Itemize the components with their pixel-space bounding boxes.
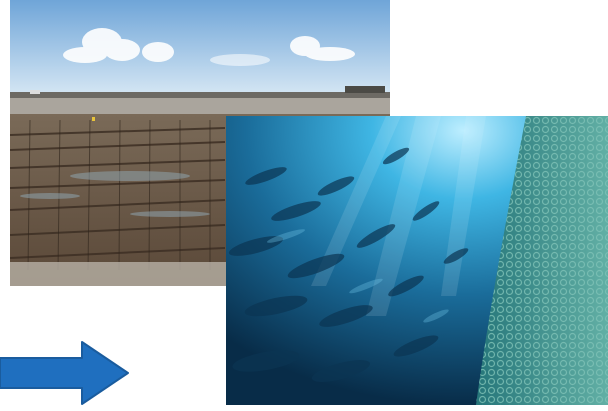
light-rays: [311, 116, 486, 316]
underwater-fish-photo: [226, 116, 608, 405]
right-arrow-icon: [0, 340, 134, 406]
oyster-trestles: [10, 127, 226, 259]
clouds: [63, 28, 355, 66]
fish-school-image: [226, 116, 608, 405]
shoreline: [10, 92, 390, 98]
fish-school: [228, 147, 469, 382]
